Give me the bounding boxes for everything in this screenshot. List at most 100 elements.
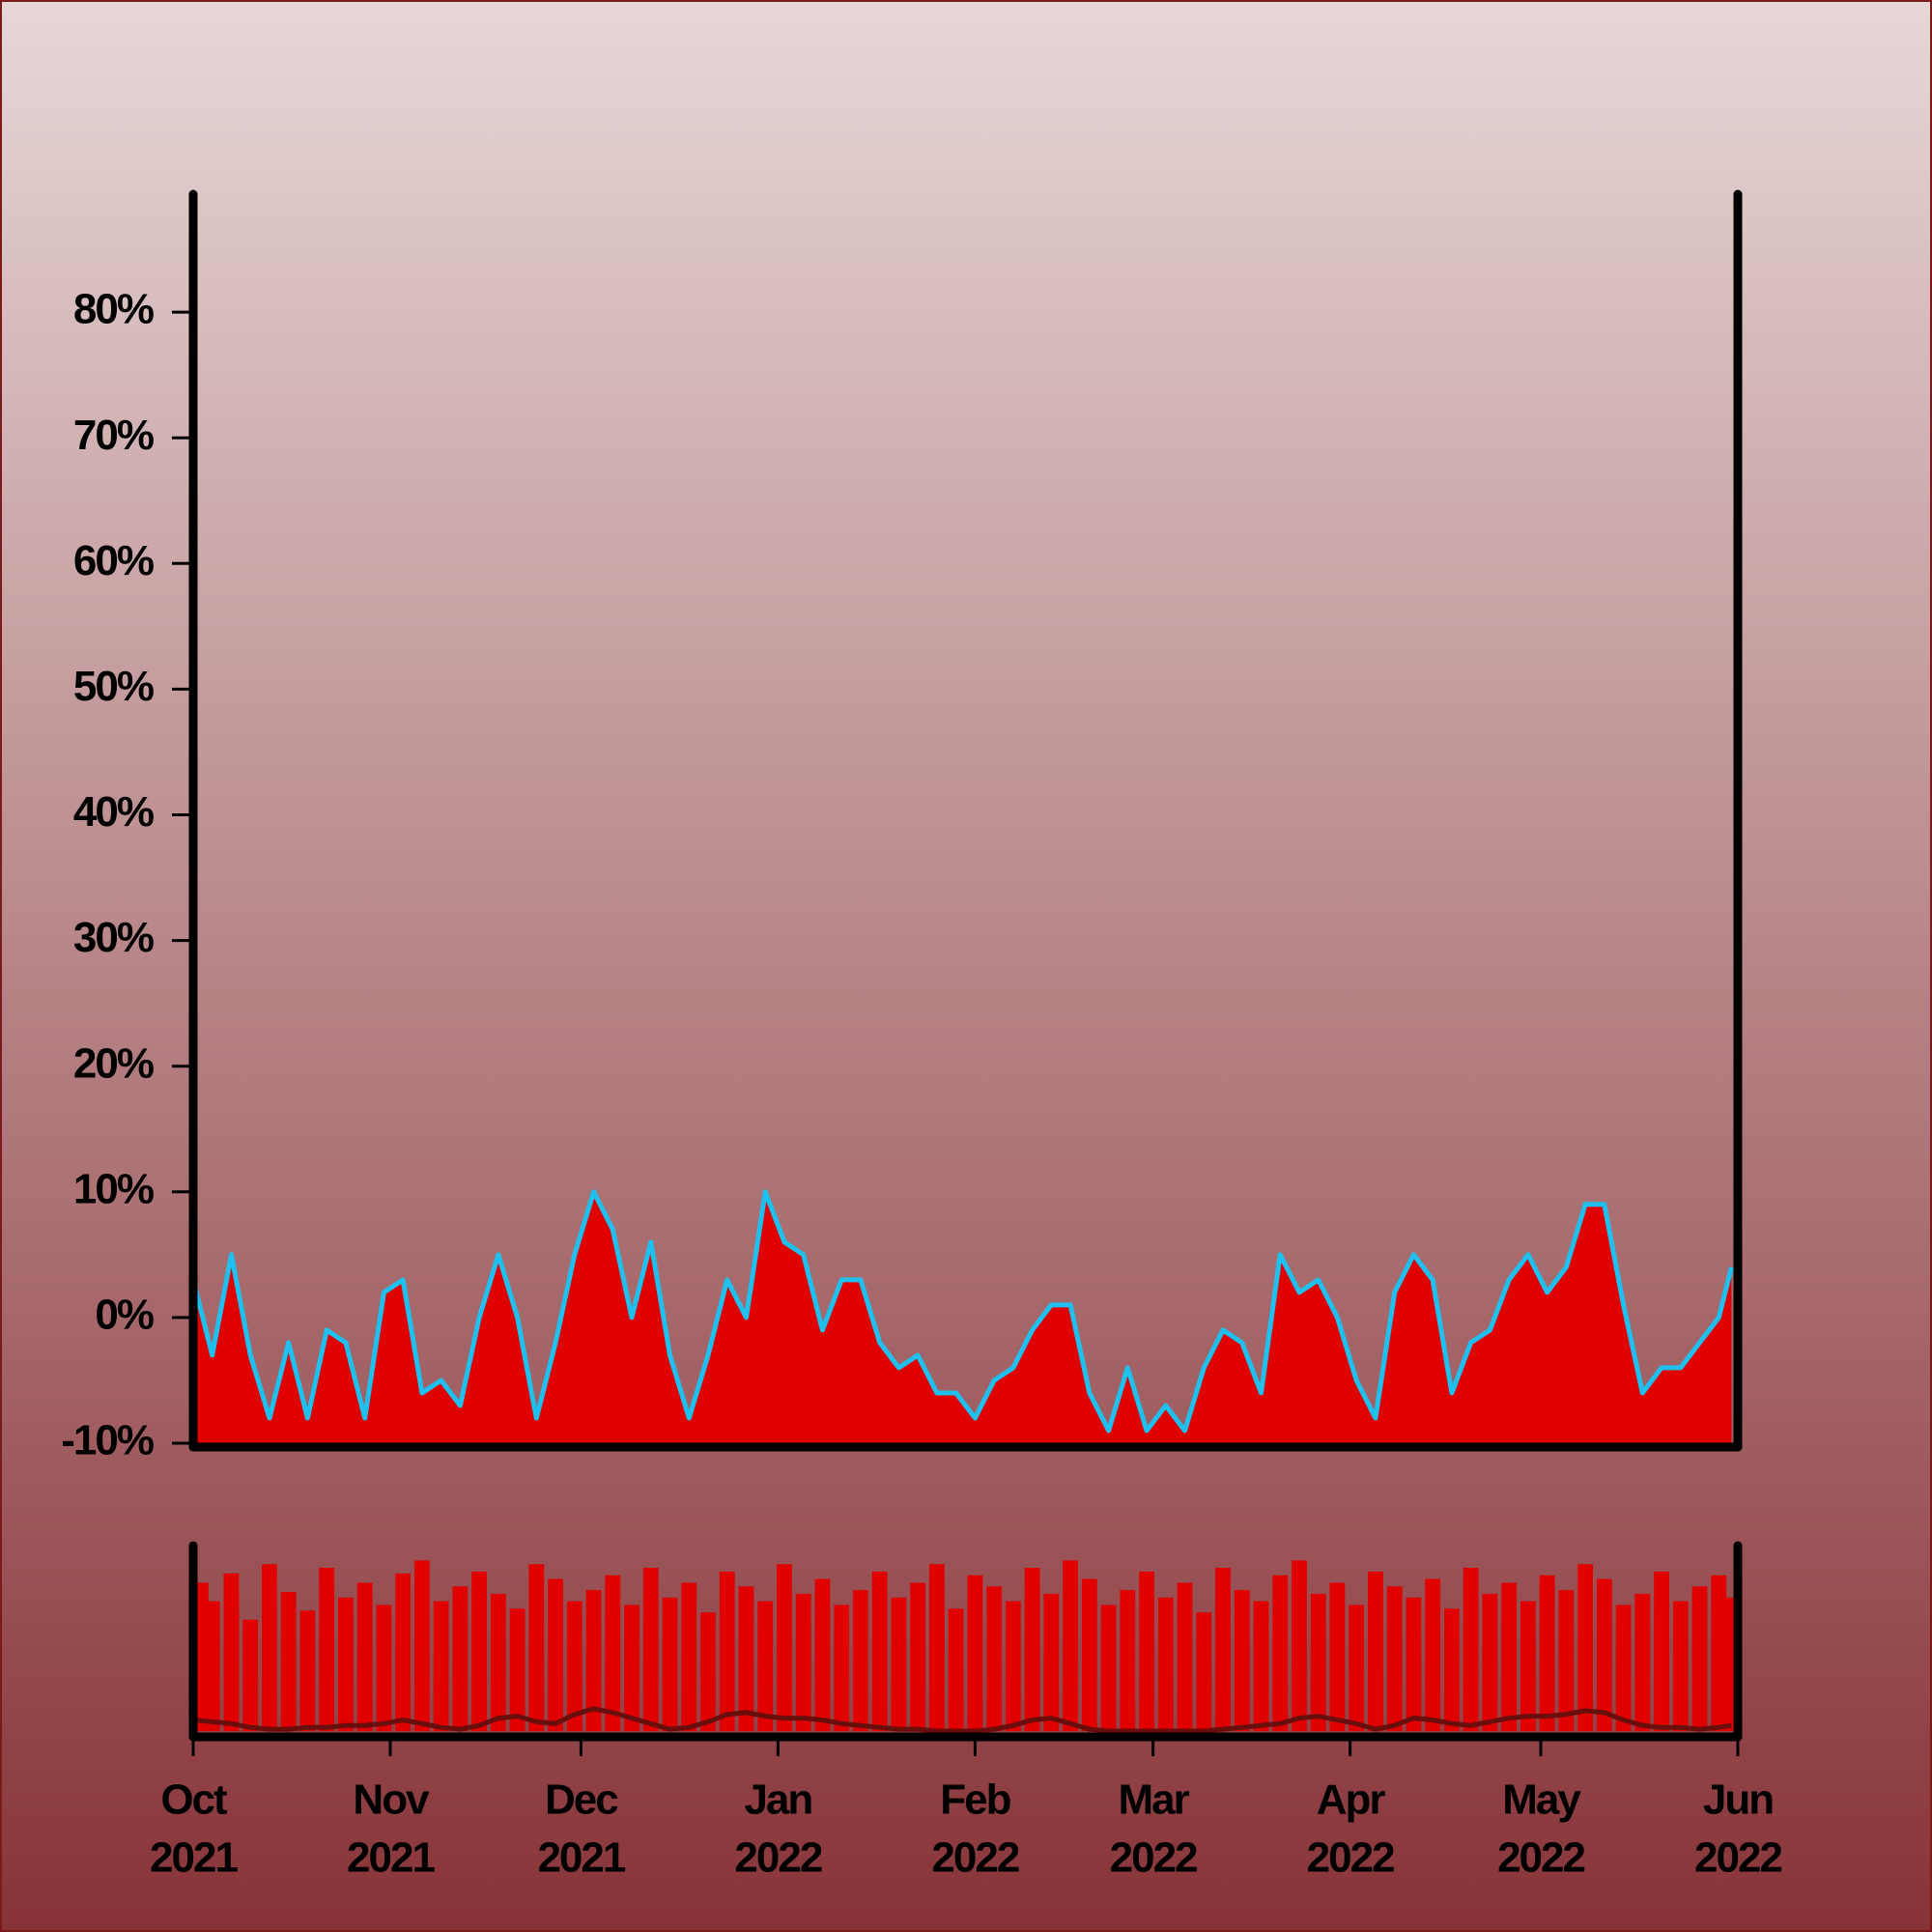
volume-bar (242, 1619, 259, 1731)
volume-bar (1272, 1575, 1289, 1731)
x-tick-label: Nov (353, 1776, 430, 1824)
volume-bar (528, 1564, 545, 1731)
volume-bar (433, 1601, 449, 1731)
volume-bar (1292, 1560, 1307, 1731)
volume-bar (662, 1597, 678, 1731)
volume-bar (1558, 1590, 1575, 1731)
volume-bar (356, 1582, 373, 1731)
y-tick-label: 50% (73, 663, 154, 710)
x-tick-year: 2022 (1694, 1834, 1781, 1882)
volume-bar (376, 1605, 392, 1731)
volume-bar (1691, 1586, 1708, 1731)
volume-bar (1063, 1560, 1078, 1731)
volume-bar (1024, 1568, 1040, 1731)
volume-bar (1425, 1578, 1441, 1731)
x-tick-year: 2021 (537, 1834, 625, 1882)
volume-bar (814, 1578, 831, 1731)
x-tick-label: Feb (940, 1776, 1010, 1824)
volume-bar (299, 1610, 316, 1731)
x-tick-year: 2022 (931, 1834, 1018, 1882)
volume-bar (1463, 1568, 1479, 1731)
volume-bar (1615, 1605, 1632, 1731)
volume-bar (204, 1601, 220, 1731)
x-tick-year: 2022 (1307, 1834, 1394, 1882)
plot-layer: -10% 0% 10% 20% 30% 40% 50% 60% 70% 80% Oct 2021 Nov… (61, 189, 1783, 1882)
volume-bar (1253, 1601, 1269, 1731)
volume-bar (1482, 1593, 1498, 1731)
volume-bar (1386, 1586, 1403, 1731)
y-tick-label: 70% (73, 412, 154, 459)
volume-bar (624, 1605, 639, 1731)
area (193, 1191, 1732, 1443)
volume-bar (1196, 1612, 1212, 1731)
y-tick-label: 40% (73, 788, 154, 836)
volume-bar (471, 1571, 488, 1731)
volume-bar (795, 1593, 811, 1731)
x-tick-label: Dec (545, 1776, 618, 1824)
volume-bar (1368, 1571, 1383, 1731)
volume-bar (1043, 1593, 1060, 1731)
volume-bar (1215, 1568, 1231, 1731)
volume-bar (1100, 1605, 1117, 1731)
volume-bar (509, 1608, 526, 1731)
volume-bar (1349, 1605, 1365, 1731)
y-tick-label: 0% (95, 1292, 153, 1339)
volume-bar (871, 1571, 888, 1731)
volume-bar (566, 1601, 582, 1731)
volume-bar (910, 1582, 926, 1731)
volume-bar (223, 1573, 240, 1731)
volume-bar (719, 1571, 735, 1731)
volume-bar (1501, 1582, 1518, 1731)
volume-bar (1672, 1601, 1689, 1731)
volume-bar (967, 1575, 983, 1731)
y-tick-label: 80% (73, 286, 154, 333)
moving-average (192, 1706, 1732, 1734)
volume-bar (1577, 1564, 1593, 1731)
volume-bar (1443, 1608, 1460, 1731)
x-tick-label: Jun (1703, 1776, 1773, 1824)
volume-bar (585, 1590, 602, 1731)
x-tick-year: 2022 (734, 1834, 821, 1882)
volume-bar (1654, 1571, 1669, 1731)
y-tick-label: -10% (61, 1417, 154, 1464)
volume-bar (1634, 1593, 1651, 1731)
volume-bar (338, 1597, 354, 1731)
volume-bar (738, 1586, 754, 1731)
volume-bar (891, 1597, 907, 1731)
volume-bar (490, 1593, 506, 1731)
volume-bar (413, 1560, 430, 1731)
volume-bar (1520, 1601, 1536, 1731)
volume-bar (1157, 1597, 1174, 1731)
volume-bar (700, 1612, 716, 1731)
volume-bar (928, 1564, 945, 1731)
volume-bar (548, 1578, 563, 1731)
volume-bar (1406, 1597, 1422, 1731)
x-tick-label: May (1502, 1776, 1581, 1824)
volume-bar (948, 1608, 964, 1731)
x-tick-label: Oct (160, 1776, 228, 1824)
volume-bar (1711, 1575, 1727, 1731)
volume-bar (1329, 1582, 1346, 1731)
x-tick-year: 2022 (1497, 1834, 1584, 1882)
volume-bar (395, 1573, 412, 1731)
volume-bar (834, 1605, 850, 1731)
x-tick-label: Jan (744, 1776, 811, 1824)
volume-bar (777, 1564, 792, 1731)
volume-bar (642, 1568, 659, 1731)
volume-bar (452, 1586, 469, 1731)
volume-bar (1120, 1590, 1136, 1731)
volume-bar (1081, 1578, 1097, 1731)
volume-bar (1596, 1578, 1612, 1731)
y-tick-label: 30% (73, 914, 154, 961)
volume-bar (605, 1575, 621, 1731)
volume-bar (986, 1586, 1003, 1731)
x-tick-label: Apr (1317, 1776, 1386, 1824)
volume-bar (1139, 1571, 1154, 1731)
volume-bar (1234, 1590, 1250, 1731)
volume-bar (1539, 1575, 1555, 1731)
volume-bar (262, 1564, 277, 1731)
x-tick-year: 2021 (150, 1834, 238, 1882)
y-tick-label: 10% (73, 1165, 154, 1212)
volume-bar (280, 1592, 297, 1731)
